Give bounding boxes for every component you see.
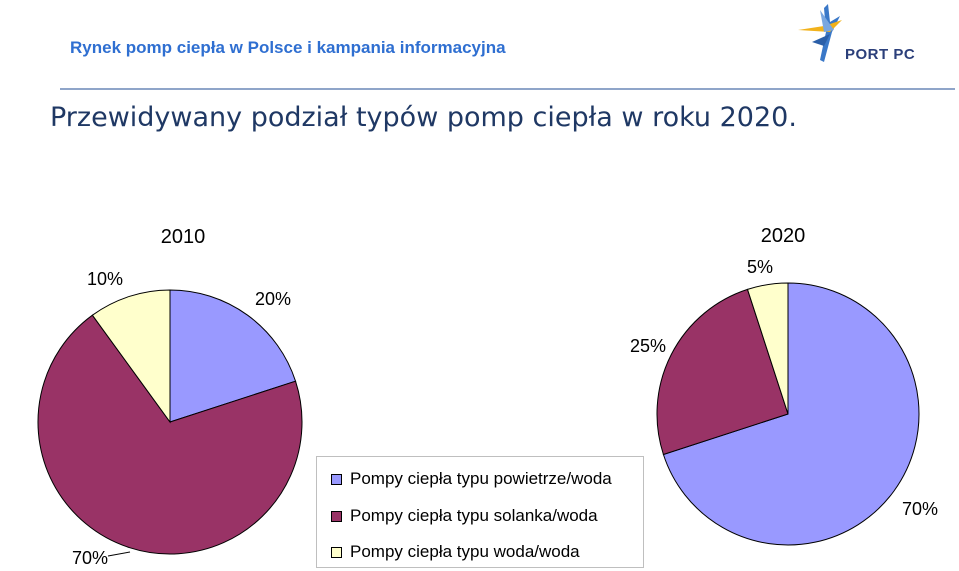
data-label-2020-2: 25% (630, 336, 666, 356)
presentation-header-title: Rynek pomp ciepła w Polsce i kampania in… (70, 38, 506, 57)
header-divider (60, 88, 955, 90)
legend-swatch (331, 510, 342, 522)
data-label-2010-3: 10% (87, 269, 123, 289)
legend-label: Pompy ciepła typu woda/woda (350, 542, 580, 561)
pie-slice-2020-3 (746, 282, 789, 415)
pie-slice-2010-3 (91, 289, 171, 424)
pie-slice-2010-1 (169, 289, 297, 423)
chart-title-2010: 2010 (161, 226, 206, 248)
data-label-2010-2: 70% (72, 548, 108, 568)
legend-item-solanka-woda: Pompy ciepła typu solanka/woda (331, 506, 598, 526)
pie-slice-2020-1 (662, 282, 920, 546)
slide-title: Przewidywany podział typów pomp ciepła w… (50, 102, 797, 133)
legend-item-powietrze-woda: Pompy ciepła typu powietrze/woda (331, 469, 612, 489)
legend-item-woda-woda: Pompy ciepła typu woda/woda (331, 542, 580, 562)
label-leader-line (107, 551, 131, 557)
port-pc-logo-icon (798, 4, 842, 62)
data-label-2020-3: 5% (747, 257, 773, 277)
data-label-2020-1: 70% (902, 499, 938, 519)
logo-text: PORT PC (845, 46, 916, 63)
chart-legend: Pompy ciepła typu powietrze/woda Pompy c… (316, 456, 644, 568)
legend-label: Pompy ciepła typu powietrze/woda (350, 469, 612, 488)
data-label-2010-1: 20% (255, 289, 291, 309)
pie-slice-2020-2 (656, 288, 789, 456)
legend-swatch (331, 473, 342, 485)
pie-slice-2010-2 (37, 314, 303, 555)
legend-label: Pompy ciepła typu solanka/woda (350, 506, 598, 525)
chart-title-2020: 2020 (761, 225, 806, 247)
legend-swatch (331, 546, 342, 558)
